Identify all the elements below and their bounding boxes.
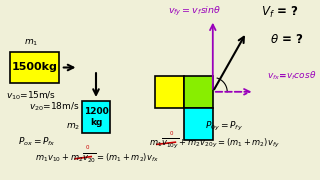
Text: $m_2$: $m_2$ — [66, 122, 80, 132]
Text: $V_f$ = ?: $V_f$ = ? — [261, 4, 299, 20]
FancyBboxPatch shape — [155, 76, 184, 108]
Text: $v_{fy}= v_f sin\theta$: $v_{fy}= v_f sin\theta$ — [168, 4, 221, 18]
FancyBboxPatch shape — [10, 52, 59, 83]
Text: $v_{fx}$=$v_f cos\theta$: $v_{fx}$=$v_f cos\theta$ — [268, 69, 317, 82]
Text: $P_{0y} = P_{fy}$: $P_{0y} = P_{fy}$ — [205, 120, 243, 133]
FancyBboxPatch shape — [184, 76, 213, 108]
FancyBboxPatch shape — [184, 108, 213, 140]
Text: 1200
kg: 1200 kg — [84, 107, 108, 127]
Text: $P_{ox}= P_{fx}$: $P_{ox}= P_{fx}$ — [18, 135, 56, 148]
Text: $m_1v_{10}+m_2\overline{v_{20}}=(m_1+m_2)v_{fx}$: $m_1v_{10}+m_2\overline{v_{20}}=(m_1+m_2… — [35, 152, 159, 165]
Text: $v_{20}$=18m/s: $v_{20}$=18m/s — [29, 101, 80, 113]
Text: $^0$: $^0$ — [169, 130, 174, 140]
Text: $\theta$ = ?: $\theta$ = ? — [270, 33, 304, 46]
Text: 1500kg: 1500kg — [12, 62, 57, 73]
Text: $m_1$: $m_1$ — [24, 37, 38, 48]
FancyBboxPatch shape — [82, 101, 110, 133]
Text: $v_{10}$=15m/s: $v_{10}$=15m/s — [6, 90, 56, 102]
Text: $m_1\overline{v_{10y}}+m_2 v_{20y}=(m_1+m_2)v_{fy}$: $m_1\overline{v_{10y}}+m_2 v_{20y}=(m_1+… — [149, 137, 280, 151]
Text: $^0$: $^0$ — [85, 145, 91, 154]
